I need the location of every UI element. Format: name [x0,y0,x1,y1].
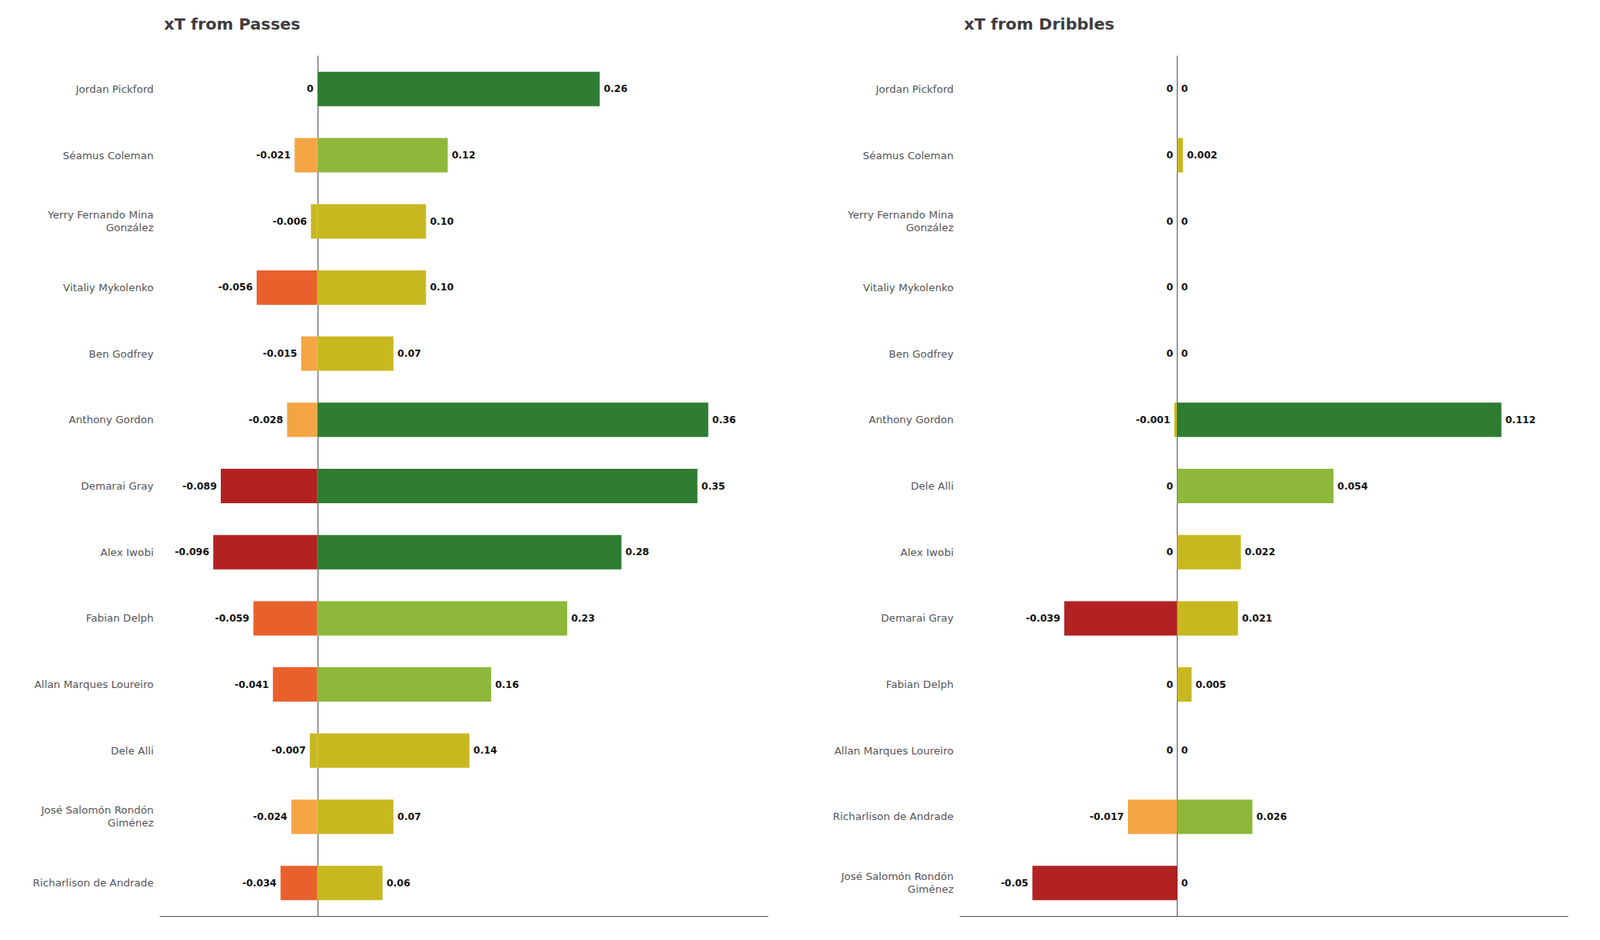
svg-text:0.054: 0.054 [1337,480,1368,492]
svg-text:Jordan Pickford: Jordan Pickford [875,83,954,96]
svg-text:0.021: 0.021 [1241,612,1272,624]
svg-text:xT from Passes: xT from Passes [164,14,301,34]
svg-text:Allan Marques Loureiro: Allan Marques Loureiro [834,744,954,757]
svg-text:-0.017: -0.017 [1089,811,1124,823]
svg-text:Richarlison de Andrade: Richarlison de Andrade [832,810,954,823]
svg-text:Anthony Gordon: Anthony Gordon [68,413,154,426]
svg-text:0: 0 [1180,216,1188,228]
svg-text:-0.041: -0.041 [234,679,269,691]
svg-text:Vitaliy Mykolenko: Vitaliy Mykolenko [863,281,954,294]
svg-text:-0.089: -0.089 [182,480,217,492]
svg-text:0.35: 0.35 [701,480,726,492]
svg-text:0.07: 0.07 [397,811,422,823]
svg-text:0: 0 [1166,480,1173,492]
svg-text:0: 0 [306,83,313,95]
svg-text:Séamus Coleman: Séamus Coleman [62,149,154,162]
svg-text:-0.056: -0.056 [218,281,253,293]
svg-text:0.14: 0.14 [473,744,498,756]
svg-text:0: 0 [1166,744,1173,756]
svg-text:-0.039: -0.039 [1025,612,1060,624]
svg-text:-0.028: -0.028 [248,414,284,426]
svg-text:Jordan Pickford: Jordan Pickford [75,83,154,96]
svg-text:Richarlison de Andrade: Richarlison de Andrade [32,876,154,889]
svg-text:0.16: 0.16 [495,679,520,691]
svg-text:0.026: 0.026 [1256,811,1288,823]
svg-text:0: 0 [1166,83,1173,95]
svg-text:0.26: 0.26 [604,83,628,95]
svg-text:0.10: 0.10 [430,216,455,228]
svg-text:0: 0 [1166,216,1173,228]
svg-text:González: González [106,221,155,234]
svg-text:0.12: 0.12 [452,149,476,161]
svg-text:Séamus Coleman: Séamus Coleman [862,149,954,162]
svg-text:-0.05: -0.05 [1000,877,1029,889]
svg-text:0: 0 [1166,281,1173,293]
svg-text:Vitaliy Mykolenko: Vitaliy Mykolenko [63,281,154,294]
svg-text:Dele Alli: Dele Alli [911,480,954,492]
svg-text:Fabian Delph: Fabian Delph [885,678,954,691]
svg-text:0.005: 0.005 [1196,679,1227,691]
svg-text:0.28: 0.28 [625,546,650,558]
svg-text:-0.001: -0.001 [1136,414,1171,426]
svg-text:-0.059: -0.059 [215,612,250,624]
svg-text:0: 0 [1180,877,1188,889]
svg-text:Demarai Gray: Demarai Gray [80,480,154,492]
svg-text:González: González [906,221,955,234]
svg-text:Allan Marques Loureiro: Allan Marques Loureiro [34,678,154,691]
svg-text:0: 0 [1166,546,1173,558]
svg-text:-0.034: -0.034 [242,877,277,889]
svg-text:-0.024: -0.024 [252,811,288,823]
svg-text:0.112: 0.112 [1505,414,1536,426]
svg-text:0: 0 [1180,744,1188,756]
svg-text:0: 0 [1180,83,1188,95]
svg-text:Yerry Fernando Mina: Yerry Fernando Mina [847,208,954,221]
svg-text:0.002: 0.002 [1187,149,1218,161]
svg-text:Giménez: Giménez [108,816,155,829]
svg-text:0: 0 [1180,348,1188,360]
svg-text:0.07: 0.07 [397,348,422,360]
svg-text:0.23: 0.23 [571,612,596,624]
svg-text:-0.096: -0.096 [175,546,210,558]
svg-text:Anthony Gordon: Anthony Gordon [868,413,954,426]
svg-text:Dele Alli: Dele Alli [111,744,154,757]
svg-text:Yerry Fernando Mina: Yerry Fernando Mina [47,208,154,221]
svg-text:-0.021: -0.021 [256,149,291,161]
svg-text:-0.015: -0.015 [262,348,297,360]
svg-text:Giménez: Giménez [908,883,955,896]
svg-text:-0.007: -0.007 [271,744,306,756]
svg-text:0.36: 0.36 [712,414,736,426]
svg-text:Demarai Gray: Demarai Gray [880,612,954,624]
svg-text:Ben Godfrey: Ben Godfrey [888,348,954,360]
svg-text:José Salomón Rondón: José Salomón Rondón [840,870,954,883]
svg-text:0.06: 0.06 [386,877,411,889]
svg-text:0: 0 [1166,348,1173,360]
svg-text:José Salomón Rondón: José Salomón Rondón [40,804,154,816]
svg-text:-0.006: -0.006 [272,216,308,228]
svg-text:xT from Dribbles: xT from Dribbles [964,14,1115,34]
svg-text:0: 0 [1166,149,1173,161]
svg-text:0: 0 [1166,679,1173,691]
svg-text:Fabian Delph: Fabian Delph [85,612,154,624]
svg-text:Alex Iwobi: Alex Iwobi [900,546,954,559]
svg-text:Ben Godfrey: Ben Godfrey [88,348,154,360]
svg-text:0: 0 [1180,281,1188,293]
svg-text:Alex Iwobi: Alex Iwobi [100,546,154,559]
svg-text:0.10: 0.10 [430,281,455,293]
svg-text:0.022: 0.022 [1244,546,1276,558]
